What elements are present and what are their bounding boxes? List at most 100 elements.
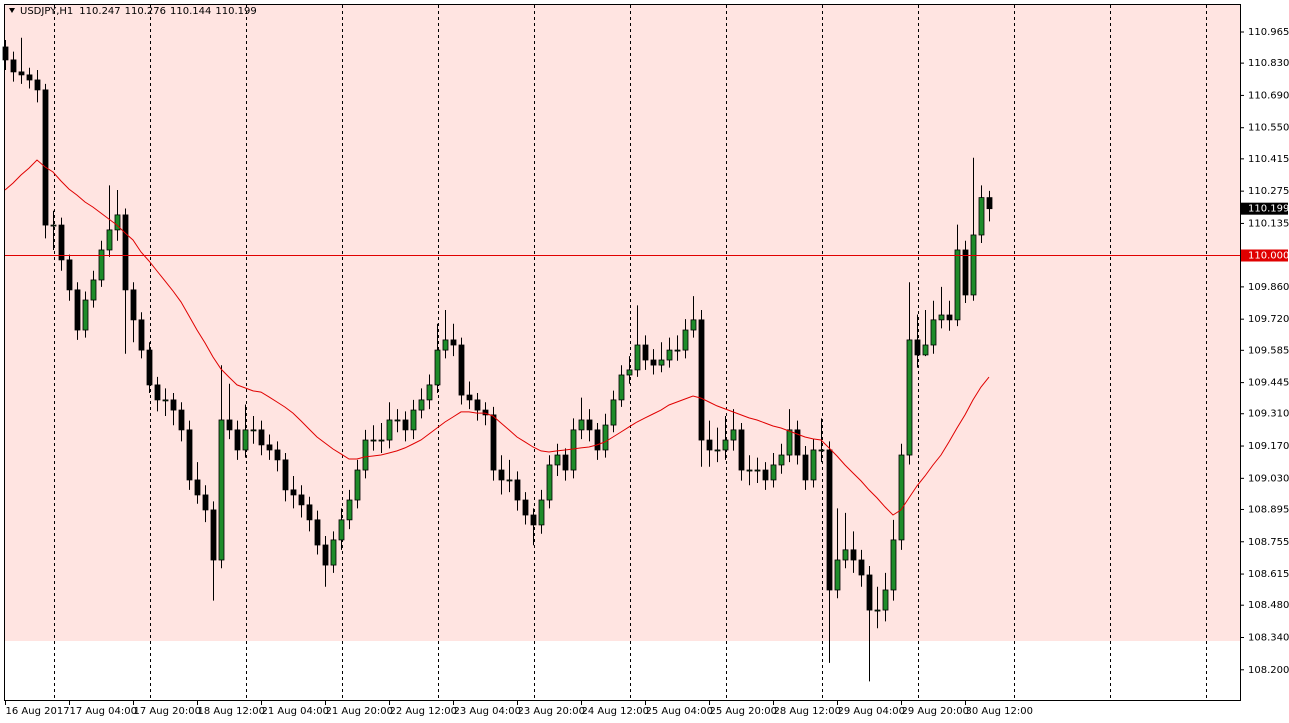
bear-body [858, 559, 865, 576]
bull-body [114, 214, 121, 231]
bear-body [458, 344, 465, 396]
bull-body [410, 409, 417, 431]
bull-body [506, 479, 513, 482]
y-tick-label: 109.030 [1248, 473, 1289, 484]
y-tick-label: 108.895 [1248, 504, 1289, 515]
y-tick-label: 109.310 [1248, 409, 1289, 420]
y-tick-label: 109.445 [1248, 378, 1289, 389]
x-tick-label: 25 Aug 20:00 [710, 706, 777, 717]
bear-body [642, 344, 649, 361]
bull-body [394, 419, 401, 422]
bear-body [130, 289, 137, 321]
x-tick-label: 18 Aug 12:00 [198, 706, 265, 717]
bull-body [618, 374, 625, 401]
bull-body [426, 384, 433, 401]
bear-body [186, 429, 193, 481]
bull-body [442, 339, 449, 351]
bear-body [2, 46, 9, 61]
bull-body [666, 349, 673, 361]
bear-body [706, 439, 713, 451]
day-separators [54, 5, 1207, 700]
x-tick-label: 29 Aug 20:00 [902, 706, 969, 717]
bull-body [162, 399, 169, 402]
bear-body [226, 419, 233, 431]
y-tick-label: 110.550 [1248, 123, 1289, 134]
bear-body [178, 409, 185, 431]
bear-body [194, 479, 201, 496]
bull-body [690, 319, 697, 331]
bull-body [370, 439, 377, 442]
bear-body [762, 469, 769, 481]
open: 110.247 [79, 6, 120, 17]
x-tick-label: 21 Aug 20:00 [326, 706, 393, 717]
bear-body [450, 339, 457, 346]
bull-body [218, 419, 225, 561]
bull-body [922, 344, 929, 356]
x-tick-label: 29 Aug 04:00 [838, 706, 905, 717]
bear-body [482, 409, 489, 416]
bull-body [978, 197, 985, 236]
bull-body [682, 329, 689, 351]
bull-body [714, 449, 721, 452]
bear-body [322, 544, 329, 566]
bull-body [954, 249, 961, 321]
bear-body [274, 449, 281, 461]
bull-body [362, 439, 369, 471]
bull-body [882, 589, 889, 611]
bear-body [514, 479, 521, 501]
y-tick-label: 108.755 [1248, 537, 1289, 548]
shaded-zone [5, 5, 1240, 641]
bull-body [386, 419, 393, 441]
bear-body [866, 574, 873, 611]
bear-body [202, 494, 209, 511]
bear-body [698, 319, 705, 441]
bull-body [770, 464, 777, 481]
bear-body [466, 394, 473, 401]
bear-body [498, 469, 505, 481]
bull-body [250, 429, 257, 432]
bear-body [10, 59, 17, 73]
bear-body [794, 429, 801, 456]
bull-body [730, 429, 737, 441]
bull-body [722, 439, 729, 451]
bear-body [290, 489, 297, 496]
bull-body [338, 519, 345, 541]
bull-body [242, 429, 249, 451]
bull-body [906, 339, 913, 456]
bear-body [74, 289, 81, 331]
x-tick-label: 24 Aug 12:00 [582, 706, 649, 717]
bull-body [890, 539, 897, 591]
bear-body [474, 399, 481, 411]
bull-body [538, 499, 545, 526]
bear-body [530, 514, 537, 526]
bear-body [914, 339, 921, 356]
bear-body [138, 319, 145, 351]
bear-body [266, 444, 273, 451]
last-price-label: 110.199 [1248, 204, 1289, 215]
bear-body [122, 214, 129, 291]
y-tick-label: 110.415 [1248, 154, 1289, 165]
bull-body [674, 349, 681, 352]
bull-body [346, 499, 353, 521]
bull-body [90, 279, 97, 301]
bear-body [146, 349, 153, 386]
bull-body [602, 424, 609, 451]
menu-arrow[interactable] [9, 8, 15, 13]
plot-frame [4, 4, 1241, 701]
y-tick-label: 108.340 [1248, 632, 1289, 643]
bear-body [986, 197, 993, 210]
bear-body [258, 429, 265, 446]
bear-body [962, 249, 969, 296]
bear-body [802, 454, 809, 481]
bull-body [106, 229, 113, 251]
x-tick-label: 23 Aug 04:00 [454, 706, 521, 717]
bear-body [18, 71, 25, 76]
bull-body [578, 419, 585, 431]
bull-body [898, 454, 905, 541]
moving-average [4, 159, 990, 516]
bull-body [778, 454, 785, 466]
bull-body [754, 469, 761, 472]
header: USDJPY,H1 110.247 110.276 110.144 110.199 [20, 6, 257, 17]
